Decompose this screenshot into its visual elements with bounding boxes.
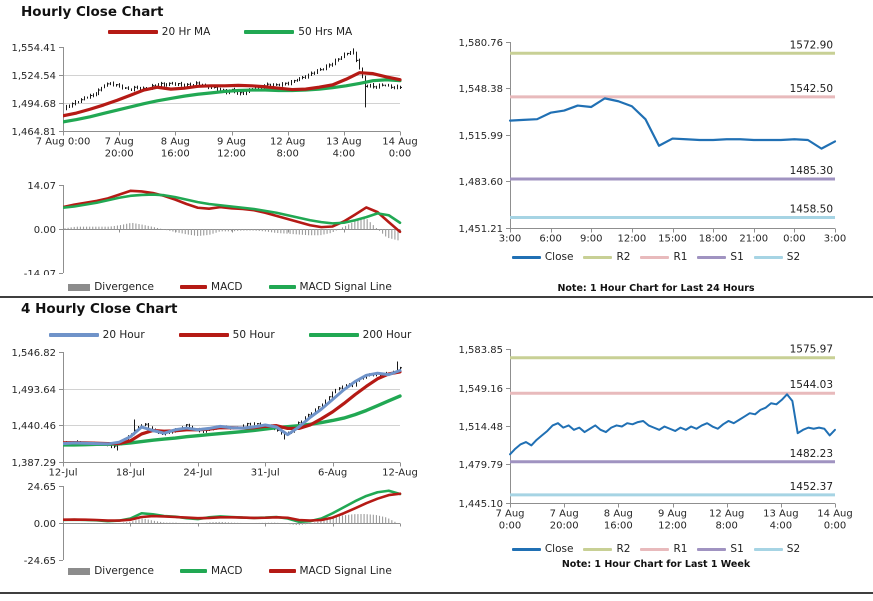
- legend-item-close: Close: [511, 251, 574, 263]
- legend-item-r1: R1: [640, 251, 687, 263]
- line-swatch: [753, 547, 783, 551]
- line-swatch: [640, 255, 670, 259]
- legend-item-macd-signal-line: MACD Signal Line: [268, 281, 392, 293]
- section-title-4hourly: 4 Hourly Close Chart: [21, 301, 178, 317]
- legend-label: S2: [786, 251, 801, 263]
- legend-item-macd-signal-line: MACD Signal Line: [268, 565, 392, 577]
- line-swatch: [697, 547, 727, 551]
- hourly-close-chart-canvas: [0, 40, 436, 172]
- legend-label: MACD: [211, 281, 243, 293]
- line-swatch: [180, 285, 208, 289]
- legend-label: 20 Hr MA: [161, 26, 211, 38]
- hourly-ma-legend: 20 Hr MA 50 Hrs MA: [40, 26, 420, 38]
- line-swatch: [268, 285, 296, 289]
- line-swatch: [511, 547, 541, 551]
- legend-item-50-hour: 50 Hour: [178, 329, 275, 341]
- box-swatch: [68, 283, 91, 291]
- hourly-macd-legend: Divergence MACD MACD Signal Line: [40, 281, 420, 293]
- legend-label: R2: [616, 543, 631, 555]
- legend-item-r2: R2: [583, 543, 630, 555]
- legend-label: R1: [673, 251, 688, 263]
- legend-label: S1: [730, 251, 744, 263]
- line-swatch: [178, 333, 229, 337]
- line-swatch: [48, 333, 99, 337]
- legend-item-s2: S2: [753, 251, 801, 263]
- 4hourly-macd-canvas: [0, 480, 436, 564]
- line-swatch: [107, 30, 158, 34]
- hourly-pivot-canvas: [436, 25, 873, 253]
- legend-label: R1: [673, 543, 688, 555]
- legend-label: Divergence: [94, 565, 155, 577]
- line-swatch: [511, 255, 541, 259]
- line-swatch: [268, 569, 296, 573]
- line-swatch: [753, 255, 783, 259]
- hourly-macd-canvas: [0, 175, 436, 275]
- line-swatch: [583, 255, 613, 259]
- legend-item-macd: MACD: [180, 565, 243, 577]
- section-title-hourly: Hourly Close Chart: [21, 4, 164, 20]
- legend-label: Close: [544, 543, 574, 555]
- legend-item-200-hour: 200 Hour: [308, 329, 412, 341]
- weekly-pivot-note: Note: 1 Hour Chart for Last 1 Week: [561, 559, 751, 570]
- legend-item-r1: R1: [640, 543, 687, 555]
- legend-label: MACD Signal Line: [299, 281, 392, 293]
- box-swatch: [68, 567, 91, 575]
- legend-label: Divergence: [94, 281, 155, 293]
- legend-item-divergence: Divergence: [68, 281, 154, 293]
- line-swatch: [244, 30, 295, 34]
- legend-label: 200 Hour: [362, 329, 412, 341]
- legend-item-s1: S1: [697, 543, 744, 555]
- 4hourly-ma-legend: 20 Hour 50 Hour 200 Hour: [40, 329, 420, 341]
- 4hourly-close-chart-canvas: [0, 345, 436, 479]
- legend-label: 50 Hrs MA: [298, 26, 353, 38]
- weekly-pivot-canvas: [436, 330, 873, 542]
- legend-label: 50 Hour: [232, 329, 275, 341]
- line-swatch: [640, 547, 670, 551]
- hourly-pivot-legend: Close R2 R1 S1 S2: [446, 251, 866, 263]
- legend-item-macd: MACD: [180, 281, 243, 293]
- legend-label: R2: [616, 251, 631, 263]
- legend-item-divergence: Divergence: [68, 565, 154, 577]
- legend-label: 20 Hour: [102, 329, 145, 341]
- section-divider: [0, 296, 873, 298]
- 4hourly-macd-legend: Divergence MACD MACD Signal Line: [40, 565, 420, 577]
- legend-label: S2: [786, 543, 801, 555]
- line-swatch: [180, 569, 208, 573]
- legend-item-r2: R2: [583, 251, 630, 263]
- weekly-pivot-legend: Close R2 R1 S1 S2: [446, 543, 866, 555]
- legend-item-s2: S2: [753, 543, 801, 555]
- legend-item-close: Close: [511, 543, 574, 555]
- legend-item-20-hour: 20 Hour: [48, 329, 145, 341]
- legend-item-20-hr-ma: 20 Hr MA: [107, 26, 211, 38]
- legend-item-s1: S1: [697, 251, 744, 263]
- line-swatch: [697, 255, 727, 259]
- legend-item-50-hrs-ma: 50 Hrs MA: [244, 26, 352, 38]
- legend-label: MACD: [211, 565, 243, 577]
- line-swatch: [583, 547, 613, 551]
- legend-label: MACD Signal Line: [299, 565, 392, 577]
- legend-label: S1: [730, 543, 744, 555]
- bottom-divider: [0, 592, 873, 594]
- legend-label: Close: [544, 251, 574, 263]
- line-swatch: [308, 333, 359, 337]
- hourly-pivot-note: Note: 1 Hour Chart for Last 24 Hours: [557, 283, 755, 294]
